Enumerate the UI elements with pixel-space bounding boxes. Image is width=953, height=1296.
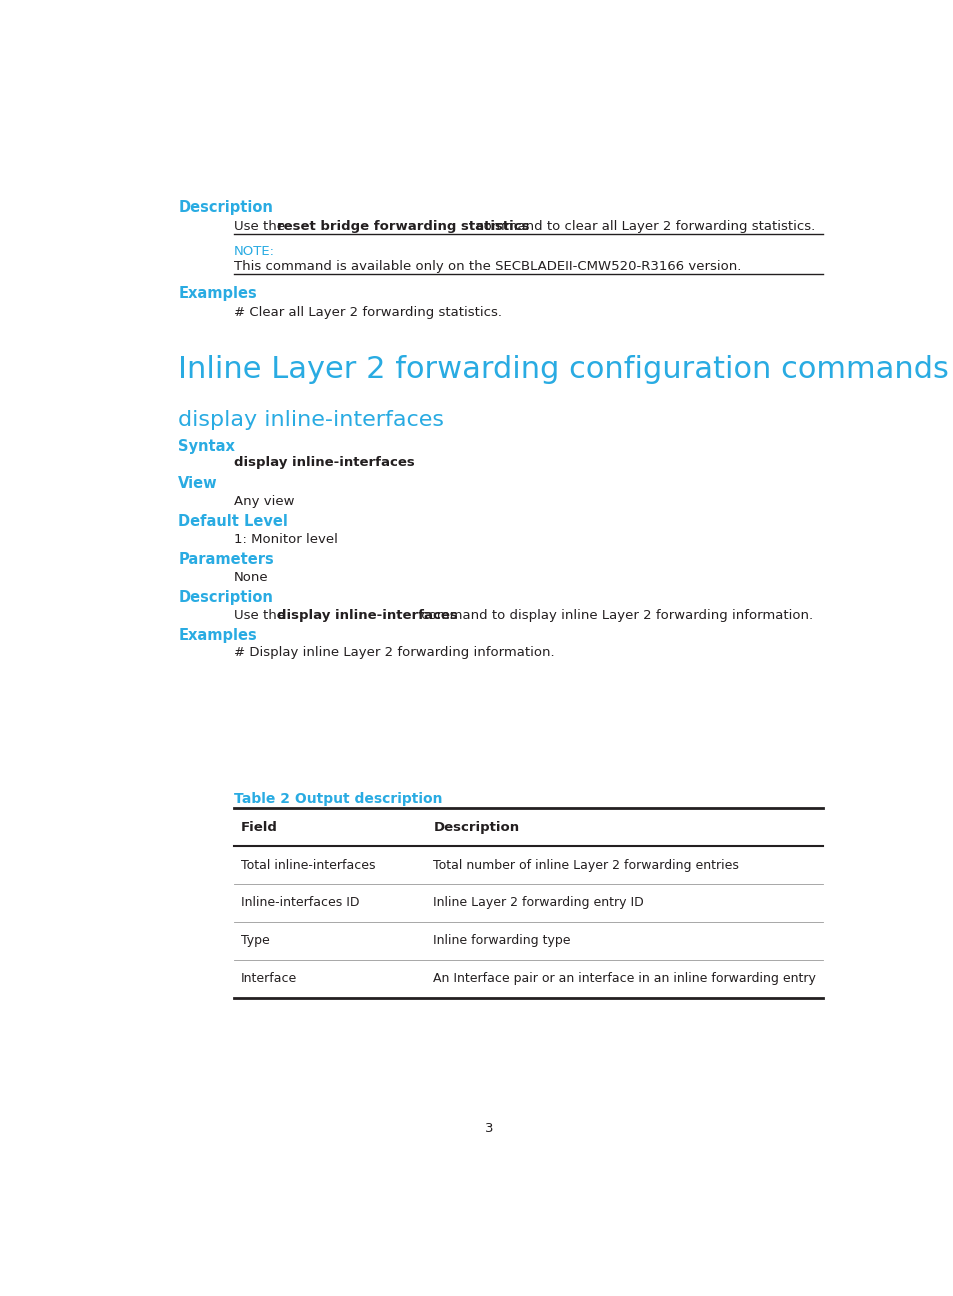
Text: Description: Description	[178, 590, 273, 605]
Text: Examples: Examples	[178, 627, 257, 643]
Text: None: None	[233, 570, 268, 583]
Text: Type: Type	[241, 934, 270, 947]
Text: display inline-interfaces: display inline-interfaces	[233, 456, 415, 469]
Text: reset bridge forwarding statistics: reset bridge forwarding statistics	[276, 220, 529, 233]
Text: Inline-interfaces ID: Inline-interfaces ID	[241, 897, 359, 910]
Text: # Clear all Layer 2 forwarding statistics.: # Clear all Layer 2 forwarding statistic…	[233, 306, 501, 319]
Text: An Interface pair or an interface in an inline forwarding entry: An Interface pair or an interface in an …	[433, 972, 816, 985]
Text: Any view: Any view	[233, 495, 294, 508]
Text: NOTE:: NOTE:	[233, 245, 274, 258]
Text: Use the: Use the	[233, 609, 289, 622]
Text: # Display inline Layer 2 forwarding information.: # Display inline Layer 2 forwarding info…	[233, 647, 554, 660]
Text: Total inline-interfaces: Total inline-interfaces	[241, 858, 375, 871]
Text: Inline Layer 2 forwarding configuration commands: Inline Layer 2 forwarding configuration …	[178, 355, 948, 384]
Text: Interface: Interface	[241, 972, 297, 985]
Text: Table 2 Output description: Table 2 Output description	[233, 792, 442, 806]
Text: 1: Monitor level: 1: Monitor level	[233, 533, 337, 546]
Text: This command is available only on the SECBLADEII-CMW520-R3166 version.: This command is available only on the SE…	[233, 260, 740, 273]
Text: Examples: Examples	[178, 286, 257, 301]
Text: Field: Field	[241, 822, 278, 835]
Text: Description: Description	[178, 201, 273, 215]
Text: Total number of inline Layer 2 forwarding entries: Total number of inline Layer 2 forwardin…	[433, 858, 739, 871]
Text: Parameters: Parameters	[178, 552, 274, 566]
Text: 3: 3	[484, 1122, 493, 1135]
Text: command to display inline Layer 2 forwarding information.: command to display inline Layer 2 forwar…	[416, 609, 812, 622]
Text: Description: Description	[433, 822, 519, 835]
Text: View: View	[178, 476, 218, 491]
Text: Use the: Use the	[233, 220, 289, 233]
Text: Syntax: Syntax	[178, 439, 235, 454]
Text: command to clear all Layer 2 forwarding statistics.: command to clear all Layer 2 forwarding …	[472, 220, 815, 233]
Text: Inline Layer 2 forwarding entry ID: Inline Layer 2 forwarding entry ID	[433, 897, 643, 910]
Text: display inline-interfaces: display inline-interfaces	[178, 410, 444, 430]
Text: Default Level: Default Level	[178, 513, 288, 529]
Text: Inline forwarding type: Inline forwarding type	[433, 934, 571, 947]
Text: display inline-interfaces: display inline-interfaces	[276, 609, 456, 622]
